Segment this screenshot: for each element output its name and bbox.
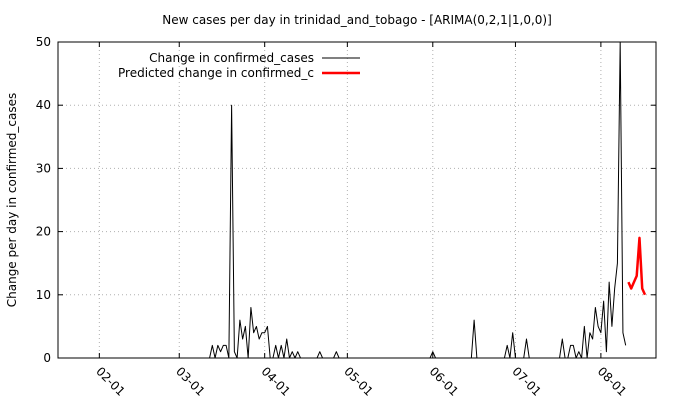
x-tick-label: 03-01 bbox=[173, 364, 208, 399]
y-tick-label: 40 bbox=[36, 98, 51, 112]
plot-series bbox=[71, 41, 647, 359]
y-axis-label: Change per day in confirmed_cases bbox=[5, 93, 19, 308]
chart-title: New cases per day in trinidad_and_tobago… bbox=[162, 13, 552, 27]
y-tick-label: 30 bbox=[36, 161, 51, 175]
x-tick-label: 07-01 bbox=[509, 364, 544, 399]
x-tick-label: 05-01 bbox=[341, 364, 376, 399]
legend-label-2: Predicted change in confirmed_c bbox=[118, 66, 314, 80]
plot-frame bbox=[57, 41, 657, 359]
x-tick-label: 06-01 bbox=[427, 364, 462, 399]
x-tick-label: 02-01 bbox=[93, 364, 128, 399]
series-line-1 bbox=[71, 41, 627, 359]
x-tick-label: 08-01 bbox=[595, 364, 630, 399]
y-tick-label: 20 bbox=[36, 225, 51, 239]
y-tick-label: 10 bbox=[36, 288, 51, 302]
series-line-2 bbox=[627, 236, 647, 296]
y-tick-label: 50 bbox=[36, 35, 51, 49]
legend-label-1: Change in confirmed_cases bbox=[149, 51, 314, 65]
x-tick-label: 04-01 bbox=[259, 364, 294, 399]
y-tick-label: 0 bbox=[43, 351, 51, 365]
grid bbox=[58, 42, 656, 358]
